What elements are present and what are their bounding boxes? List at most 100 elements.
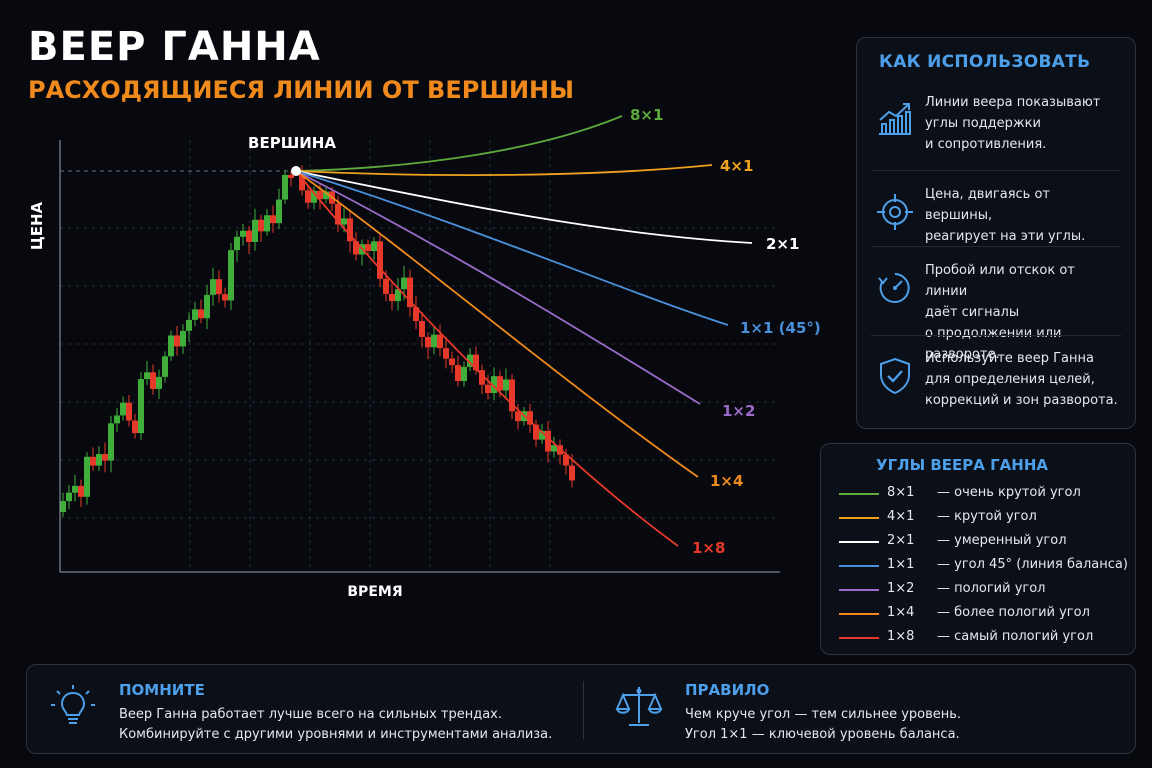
candlesticks bbox=[60, 165, 575, 517]
candle bbox=[425, 336, 431, 348]
candle bbox=[491, 376, 497, 394]
legend-row-1x2: 1×2 — пологий угол bbox=[839, 578, 1129, 602]
how-to-panel: КАК ИСПОЛЬЗОВАТЬ Линии веера показывают … bbox=[856, 37, 1136, 429]
fan-lines bbox=[295, 115, 753, 547]
fan-line-1×8 bbox=[295, 170, 679, 547]
rule-block: ПРАВИЛО Чем круче угол — тем сильнее уро… bbox=[615, 665, 1115, 753]
candle bbox=[126, 402, 132, 421]
candle bbox=[246, 230, 252, 243]
legend-swatch bbox=[839, 541, 879, 543]
legend-ratio: 8×1 bbox=[887, 485, 915, 500]
candle bbox=[174, 335, 180, 347]
candle bbox=[84, 456, 90, 497]
chart-grid bbox=[60, 140, 780, 572]
legend-swatch bbox=[839, 613, 879, 615]
divider bbox=[583, 681, 584, 739]
how-to-item-text: реагирует на эти углы. bbox=[925, 229, 1086, 244]
legend-row-1x8: 1×8 — самый пологий угол bbox=[839, 626, 1129, 650]
fan-line-1×1 (45°) bbox=[295, 170, 729, 326]
fan-line-label: 1×4 bbox=[710, 472, 743, 490]
candle bbox=[527, 411, 533, 425]
candle bbox=[497, 376, 503, 391]
how-to-item-text: для определения целей, bbox=[925, 372, 1095, 387]
how-to-item-text: углы поддержки bbox=[925, 116, 1041, 131]
candle bbox=[431, 334, 437, 348]
fan-line-labels: 8×1 4×1 2×1 1×1 (45°) 1×2 1×4 1×8 bbox=[630, 106, 821, 557]
legend-ratio: 1×4 bbox=[887, 605, 915, 620]
legend-ratio: 4×1 bbox=[887, 509, 915, 524]
candle bbox=[192, 309, 198, 320]
how-to-item-text: Линии веера показывают bbox=[925, 95, 1101, 110]
candle bbox=[539, 430, 545, 440]
legend-row-2x1: 2×1 — умеренный угол bbox=[839, 530, 1129, 554]
peak-label: ВЕРШИНА bbox=[248, 134, 336, 152]
peak-marker bbox=[291, 166, 301, 176]
candle bbox=[443, 348, 449, 359]
candle bbox=[371, 241, 377, 252]
candle bbox=[437, 334, 443, 349]
candle bbox=[317, 190, 323, 200]
candle bbox=[258, 219, 264, 232]
candle bbox=[162, 356, 168, 377]
candle bbox=[228, 250, 234, 301]
page-title: ВЕЕР ГАННА bbox=[28, 24, 321, 70]
legend-swatch bbox=[839, 493, 879, 495]
candle bbox=[216, 279, 222, 295]
tips-panel: ПОМНИТЕ Веер Ганна работает лучше всего … bbox=[26, 664, 1136, 754]
candle bbox=[449, 358, 455, 366]
candle bbox=[198, 309, 204, 319]
legend-swatch bbox=[839, 637, 879, 639]
legend-row-1x1: 1×1 — угол 45° (линия баланса) bbox=[839, 554, 1129, 578]
legend-ratio: 1×8 bbox=[887, 629, 915, 644]
candle bbox=[138, 379, 144, 434]
legend-ratio: 1×2 bbox=[887, 581, 915, 596]
angles-legend-title: УГЛЫ ВЕЕРА ГАННА bbox=[876, 456, 1048, 474]
legend-desc: — умеренный угол bbox=[937, 533, 1067, 548]
how-to-item-text: Цена, двигаясь от вершины, bbox=[925, 187, 1051, 223]
candle bbox=[180, 330, 186, 347]
candle bbox=[276, 199, 282, 224]
lightbulb-icon bbox=[51, 685, 95, 724]
fan-line-label: 8×1 bbox=[630, 106, 663, 124]
candle bbox=[305, 190, 311, 203]
how-to-item-1: Линии веера показывают углы поддержки и … bbox=[875, 92, 1121, 170]
how-to-item-2: Цена, двигаясь от вершины, реагирует на … bbox=[875, 184, 1121, 262]
candle bbox=[114, 415, 120, 424]
candle bbox=[108, 423, 114, 461]
candle bbox=[347, 218, 353, 242]
legend-desc: — угол 45° (линия баланса) bbox=[937, 557, 1128, 572]
candle bbox=[395, 289, 401, 302]
legend-desc: — самый пологий угол bbox=[937, 629, 1094, 644]
how-to-item-text: коррекций и зон разворота. bbox=[925, 393, 1118, 408]
candle bbox=[323, 191, 329, 200]
divider bbox=[871, 170, 1121, 171]
fan-line-label: 4×1 bbox=[720, 157, 753, 175]
candle bbox=[210, 279, 216, 295]
candle bbox=[186, 319, 192, 331]
fan-line-label: 1×1 (45°) bbox=[740, 319, 821, 337]
how-to-item-text: даёт сигналы bbox=[925, 305, 1020, 320]
chart-growth-icon bbox=[879, 103, 911, 135]
candle bbox=[467, 354, 473, 367]
candle bbox=[341, 218, 347, 225]
fan-line-label: 1×8 bbox=[692, 539, 725, 557]
candle bbox=[102, 454, 108, 461]
candle bbox=[569, 465, 575, 481]
shield-check-icon bbox=[880, 357, 910, 395]
candle bbox=[515, 411, 521, 422]
legend-swatch bbox=[839, 565, 879, 567]
divider bbox=[871, 246, 1121, 247]
legend-desc: — более пологий угол bbox=[937, 605, 1090, 620]
candle bbox=[455, 365, 461, 382]
legend-swatch bbox=[839, 589, 879, 591]
candle bbox=[144, 372, 150, 380]
candle bbox=[168, 335, 174, 357]
candle bbox=[299, 176, 305, 191]
legend-row-4x1: 4×1 — крутой угол bbox=[839, 506, 1129, 530]
fan-line-2×1 bbox=[295, 170, 753, 244]
legend-desc: — очень крутой угол bbox=[937, 485, 1081, 500]
page-subtitle: РАСХОДЯЩИЕСЯ ЛИНИИ ОТ ВЕРШИНЫ bbox=[28, 76, 575, 104]
candle bbox=[407, 277, 413, 308]
candle bbox=[479, 370, 485, 385]
candle bbox=[413, 307, 419, 322]
